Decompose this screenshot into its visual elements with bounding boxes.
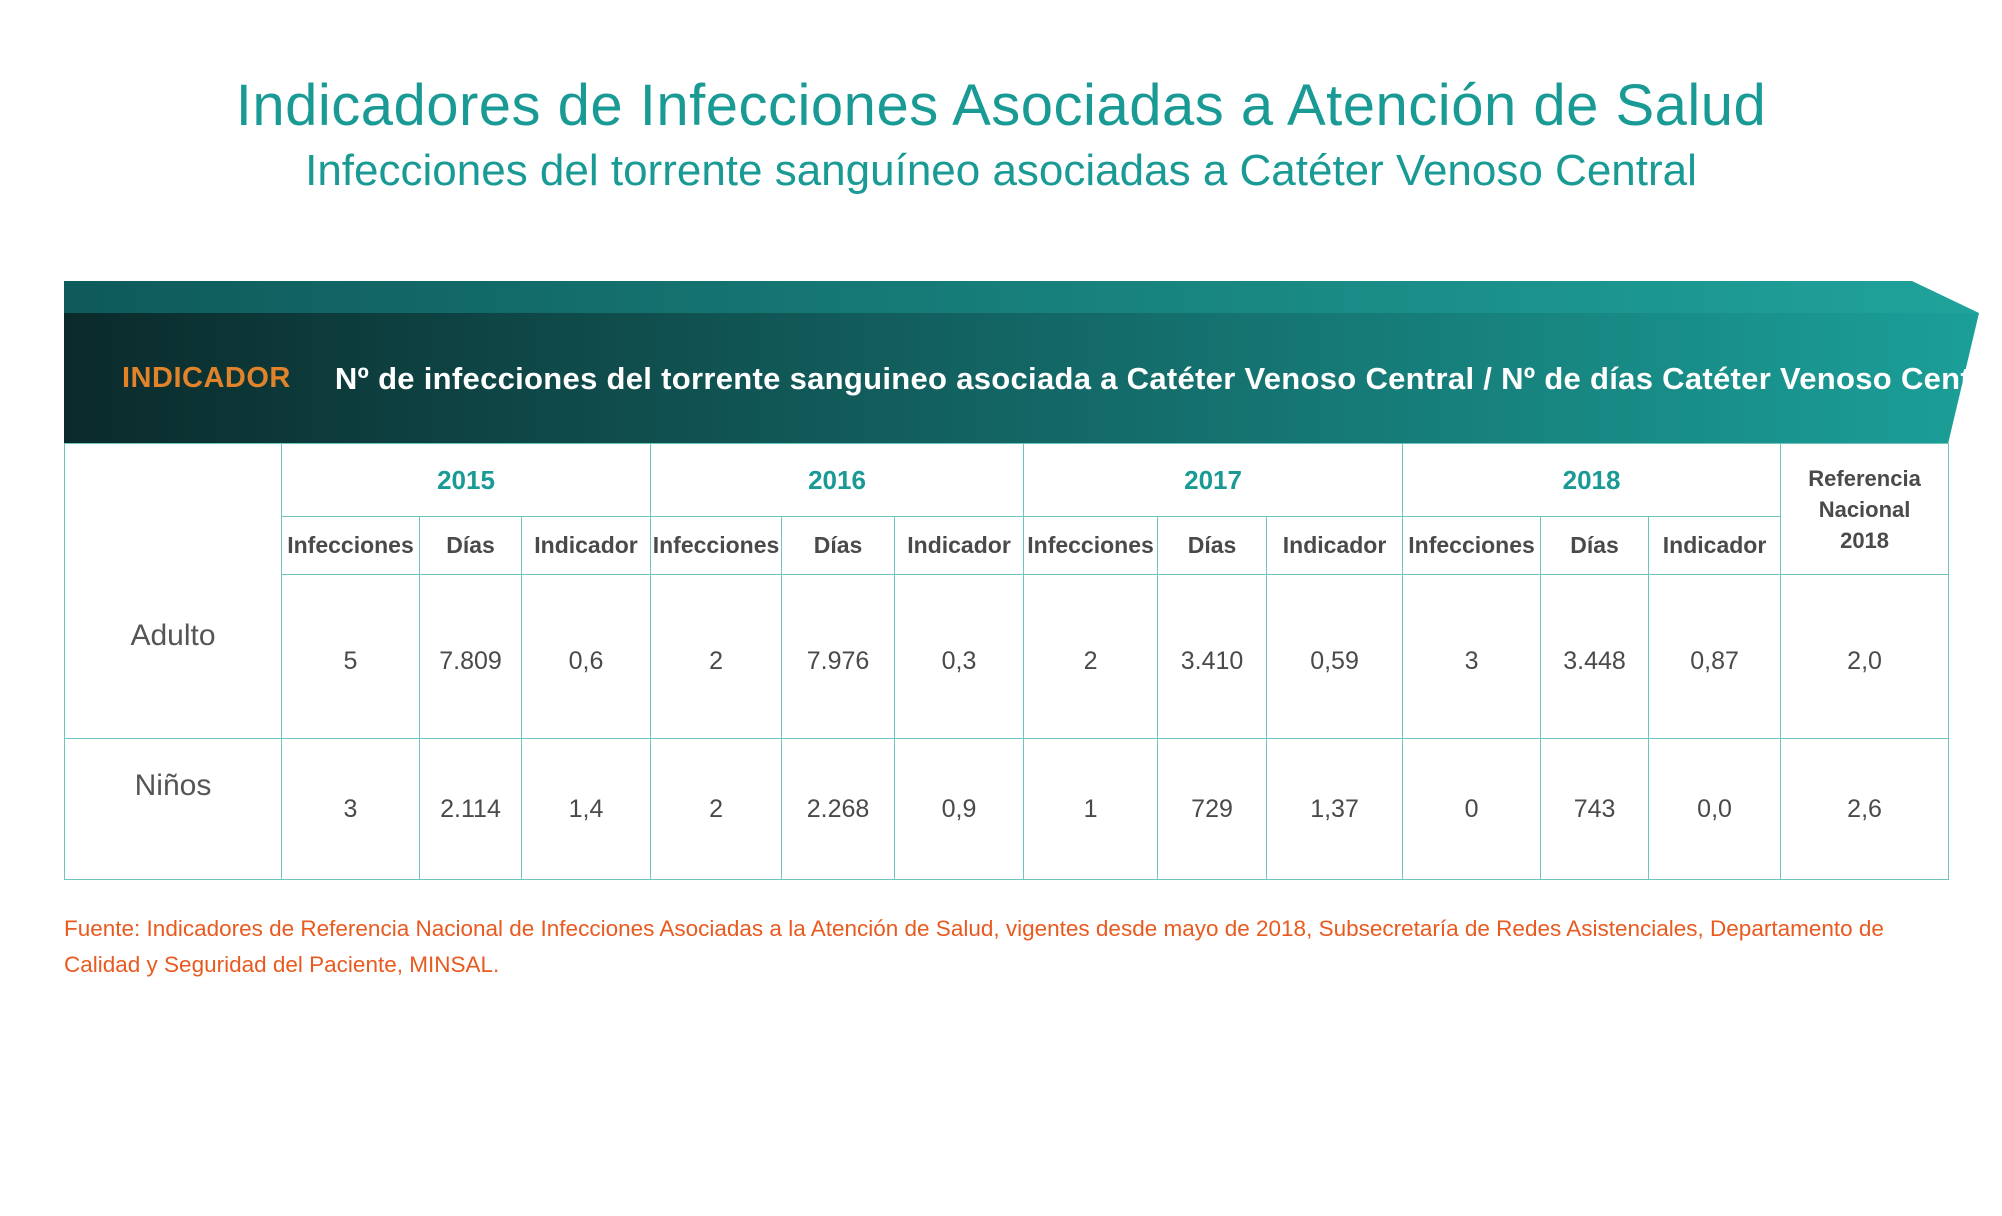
cell-indicador-2017: 1,37 xyxy=(1266,737,1404,880)
band-content: INDICADOR Nº de infecciones del torrente… xyxy=(64,313,2002,444)
cell-infecciones-2018: 0 xyxy=(1402,737,1542,880)
cell-indicador-2017: 0,59 xyxy=(1266,574,1404,739)
table-row-ninos: Niños 3 2.114 1,4 2 2.268 0,9 1 729 1,37… xyxy=(64,737,1950,880)
cell-infecciones-2017: 1 xyxy=(1023,737,1159,880)
reference-header-line: 2018 xyxy=(1840,527,1890,553)
year-header-2017: 2017 xyxy=(1023,443,1404,517)
cell-dias-2015: 2.114 xyxy=(419,737,522,880)
column-header-infecciones: Infecciones xyxy=(650,516,783,575)
table-row-adulto: Adulto 5 7.809 0,6 2 7.976 0,3 2 3.410 0… xyxy=(64,574,1950,739)
band-background xyxy=(64,281,1979,444)
cell-infecciones-2016: 2 xyxy=(650,574,783,739)
cell-indicador-2018: 0,87 xyxy=(1648,574,1782,739)
indicator-label: INDICADOR xyxy=(122,362,291,394)
column-header-dias: Días xyxy=(1540,516,1650,575)
column-header-indicador: Indicador xyxy=(1266,516,1404,575)
cell-infecciones-2016: 2 xyxy=(650,737,783,880)
source-note: Fuente: Indicadores de Referencia Nacion… xyxy=(64,916,1884,977)
cell-reference: 2,0 xyxy=(1780,574,1950,739)
column-header-dias: Días xyxy=(419,516,522,575)
cell-dias-2018: 3.448 xyxy=(1540,574,1650,739)
cell-indicador-2018: 0,0 xyxy=(1648,737,1782,880)
row-label: Adulto xyxy=(64,574,282,739)
cell-dias-2018: 743 xyxy=(1540,737,1650,880)
cell-indicador-2015: 1,4 xyxy=(520,737,652,880)
indicator-band: INDICADOR Nº de infecciones del torrente… xyxy=(64,281,2002,444)
cell-dias-2015: 7.809 xyxy=(419,574,522,739)
column-header-indicador: Indicador xyxy=(1648,516,1782,575)
indicator-formula: Nº de infecciones del torrente sanguineo… xyxy=(334,360,2002,396)
title-block: Indicadores de Infecciones Asociadas a A… xyxy=(0,70,2002,200)
cell-reference: 2,6 xyxy=(1780,737,1950,880)
corner-cell xyxy=(64,443,282,575)
column-header-indicador: Indicador xyxy=(894,516,1025,575)
column-header-row: Infecciones Días Indicador Infecciones D… xyxy=(65,516,1949,575)
column-header-dias: Días xyxy=(781,516,896,575)
cell-infecciones-2018: 3 xyxy=(1402,574,1542,739)
column-header-indicador: Indicador xyxy=(520,516,652,575)
column-header-infecciones: Infecciones xyxy=(1023,516,1159,575)
cell-infecciones-2017: 2 xyxy=(1023,574,1159,739)
column-header-infecciones: Infecciones xyxy=(1402,516,1542,575)
column-header-infecciones: Infecciones xyxy=(281,516,420,575)
year-header-2016: 2016 xyxy=(650,443,1025,517)
cell-dias-2017: 729 xyxy=(1157,737,1268,880)
cell-dias-2016: 2.268 xyxy=(781,737,896,880)
cell-dias-2017: 3.410 xyxy=(1157,574,1268,739)
page-title: Indicadores de Infecciones Asociadas a A… xyxy=(235,73,1767,138)
cell-indicador-2016: 0,3 xyxy=(894,574,1025,739)
reference-header-line: Referencia xyxy=(1808,465,1921,491)
cell-indicador-2015: 0,6 xyxy=(520,574,652,739)
indicators-table: 2015 2016 2017 2018 Referencia Nacional … xyxy=(64,443,1950,880)
page-subtitle: Infecciones del torrente sanguíneo asoci… xyxy=(305,146,1697,195)
year-header-2015: 2015 xyxy=(280,443,652,517)
reference-header-line: Nacional xyxy=(1818,496,1911,522)
row-label: Niños xyxy=(64,737,282,880)
reference-header: Referencia Nacional 2018 xyxy=(1780,443,1950,575)
year-header-row: 2015 2016 2017 2018 Referencia Nacional … xyxy=(64,443,1950,575)
year-header-2018: 2018 xyxy=(1402,443,1782,517)
column-header-dias: Días xyxy=(1157,516,1268,575)
cell-infecciones-2015: 5 xyxy=(281,574,420,739)
cell-dias-2016: 7.976 xyxy=(781,574,896,739)
cell-infecciones-2015: 3 xyxy=(281,737,420,880)
cell-indicador-2016: 0,9 xyxy=(894,737,1025,880)
